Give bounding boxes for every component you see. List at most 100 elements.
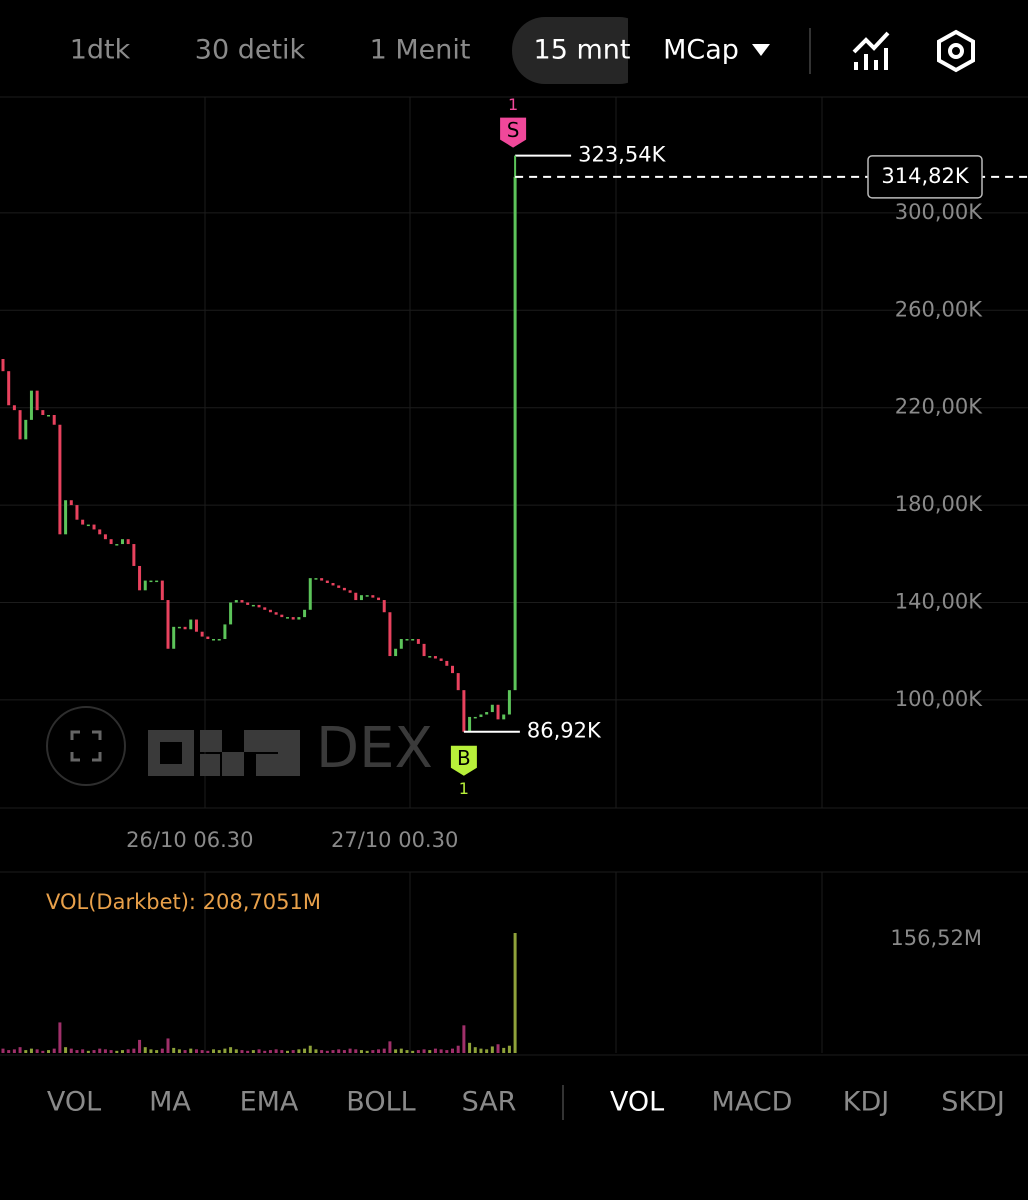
volume-bar [439, 1049, 443, 1053]
volume-bar [120, 1050, 124, 1053]
last-price-box [867, 155, 983, 199]
volume-bar [155, 1050, 159, 1053]
candle [451, 665, 455, 674]
indicator-tab[interactable]: VOL [47, 1087, 101, 1118]
volume-bar [325, 1050, 329, 1053]
candle [337, 585, 341, 588]
indicator-tab[interactable]: SAR [462, 1087, 517, 1118]
volume-bar [337, 1049, 341, 1053]
candle [120, 539, 124, 545]
candle [109, 539, 113, 545]
interval-tab[interactable]: 30 detik [195, 35, 306, 66]
candle [18, 410, 22, 440]
volume-bar [394, 1049, 398, 1053]
trade-marker-label: S [507, 118, 520, 142]
volume-bar [320, 1050, 324, 1053]
volume-bar [280, 1050, 284, 1053]
interval-tab[interactable]: 15 mnt [534, 35, 631, 66]
candle [183, 626, 187, 630]
volume-bar [382, 1048, 386, 1053]
volume-bar [456, 1045, 460, 1053]
candle [439, 658, 443, 661]
x-tick-label: 26/10 06.30 [126, 828, 253, 852]
volume-bar [149, 1049, 153, 1053]
candle [234, 600, 238, 603]
volume-bar [451, 1048, 455, 1053]
dropdown-arrow[interactable] [752, 44, 770, 56]
indicator-tab[interactable]: KDJ [843, 1087, 889, 1118]
candle [263, 607, 267, 610]
indicator-tab[interactable]: BOLL [346, 1087, 415, 1118]
volume-bar [405, 1050, 409, 1053]
candle [291, 617, 295, 620]
trade-count: 1 [459, 779, 469, 798]
candle [342, 587, 346, 591]
candle [314, 578, 318, 580]
candle [160, 580, 164, 601]
candle [445, 660, 449, 666]
candle [98, 529, 102, 535]
volume-bar [24, 1050, 28, 1053]
indicator-tab[interactable]: SKDJ [941, 1087, 1005, 1118]
volume-bar [308, 1045, 312, 1053]
expand-icon[interactable] [70, 730, 102, 762]
candle [308, 578, 312, 610]
indicator-tab[interactable]: EMA [240, 1087, 299, 1118]
settings-icon[interactable] [937, 29, 975, 73]
volume-bar [223, 1048, 227, 1053]
volume-bar [98, 1048, 102, 1053]
candle [172, 626, 176, 649]
candle [507, 690, 511, 715]
volume-bar [81, 1049, 85, 1053]
candle [388, 612, 392, 657]
candle [223, 624, 227, 640]
metric-select[interactable]: MCap [663, 35, 739, 66]
candle [194, 619, 198, 632]
interval-tab[interactable]: 1 Menit [370, 35, 471, 66]
volume-bar [58, 1022, 62, 1053]
candle [47, 415, 51, 417]
volume-bar [52, 1048, 56, 1053]
volume-bar [274, 1049, 278, 1053]
volume-bar [445, 1050, 449, 1053]
volume-bar [35, 1049, 39, 1053]
volume-bar [433, 1048, 437, 1053]
candle [246, 602, 250, 605]
volume-bar [86, 1050, 90, 1053]
interval-tab[interactable]: 1dtk [70, 35, 131, 66]
candle [24, 419, 28, 440]
trade-marker-label: B [457, 746, 471, 770]
trade-marker [450, 745, 477, 776]
volume-bar [507, 1045, 511, 1053]
expand-button[interactable] [46, 706, 126, 786]
candle [12, 405, 16, 411]
volume-bar [12, 1049, 16, 1053]
indicator-tab[interactable]: MA [149, 1087, 191, 1118]
volume-bar [109, 1050, 113, 1053]
volume-bar [64, 1047, 68, 1053]
indicator-tab[interactable]: MACD [712, 1087, 793, 1118]
candle [268, 609, 272, 613]
volume-bar [7, 1050, 11, 1053]
volume-bar [206, 1050, 210, 1053]
okx-logo-hole [160, 742, 182, 764]
chart-icon[interactable] [852, 31, 890, 70]
indicator-tab[interactable]: VOL [610, 1087, 664, 1118]
candle [274, 612, 278, 615]
min-label: 86,92K [527, 719, 602, 743]
trade-count: 1 [508, 95, 518, 114]
candle [75, 505, 79, 520]
candle [200, 631, 204, 637]
candle [189, 619, 193, 630]
volume-bar [485, 1049, 489, 1053]
candle [155, 580, 159, 583]
candle [52, 415, 56, 425]
volume-bar [103, 1049, 107, 1053]
candle [35, 390, 39, 411]
candle [280, 614, 284, 618]
candle [411, 639, 415, 641]
volume-bar [240, 1050, 244, 1053]
candle [257, 604, 261, 608]
candle [177, 626, 181, 629]
volume-bar [371, 1050, 375, 1053]
